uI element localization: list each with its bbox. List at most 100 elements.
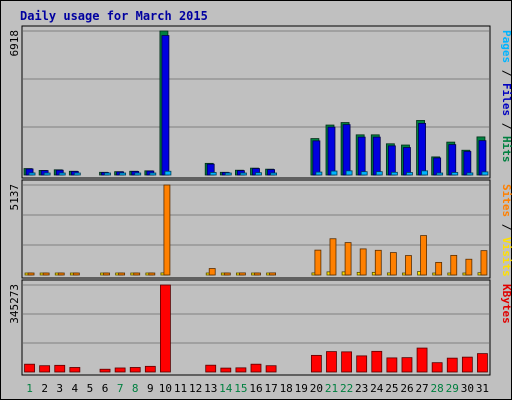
bar-sites-day-8 [133, 272, 141, 276]
panel-visits: 5137 Sites / Visits [8, 179, 512, 279]
bar-kbytes-day-9 [144, 365, 156, 373]
day-label: 11 [174, 382, 187, 395]
bar-sites-day-6 [103, 272, 110, 276]
panel-kbytes-max-label: 345273 [8, 284, 21, 324]
bar-kbytes-day-20 [310, 354, 322, 373]
panel-hits-bars [23, 30, 489, 176]
day-label: 4 [72, 382, 79, 395]
bar-sites-day-7 [118, 272, 126, 276]
panel-visits-frame [21, 179, 491, 279]
day-label: 6 [102, 382, 109, 395]
bar-sites-day-1 [27, 272, 35, 276]
bar-sites-day-30 [465, 258, 473, 276]
bar-pages-day-28 [436, 172, 444, 176]
bar-files-day-29 [448, 144, 457, 176]
bar-pages-day-10 [164, 170, 172, 176]
bar-kbytes-day-13 [205, 364, 217, 373]
bar-kbytes-day-17 [265, 365, 277, 373]
bar-pages-day-16 [255, 172, 262, 176]
legend-entry: Sites [500, 184, 512, 217]
bar-kbytes-day-10 [160, 284, 171, 373]
panel-visits-legend: Sites / Visits [500, 184, 512, 277]
bar-pages-day-4 [73, 172, 81, 176]
bar-files-day-24 [372, 136, 381, 176]
day-label: 27 [415, 382, 428, 395]
bar-kbytes-day-3 [54, 364, 66, 373]
day-axis: 1 2 3 4 5 6 7 8 9 10 11 12 13 14 15 16 17 18 19 20 21 22 23 24 2… [26, 382, 489, 395]
bar-pages-day-20 [315, 171, 323, 176]
bar-pages-day-29 [451, 172, 459, 176]
bar-kbytes-day-26 [401, 357, 413, 373]
bar-files-day-25 [387, 145, 396, 176]
day-label: 19 [295, 382, 308, 395]
panel-hits-legend: Pages / Files / Hits [500, 30, 512, 163]
panel-kbytes-bars [24, 284, 488, 373]
bar-sites-day-9 [148, 272, 156, 276]
legend-entry: Files [500, 83, 512, 116]
bar-kbytes-day-7 [114, 367, 126, 373]
legend-entry: KBytes [500, 284, 512, 324]
day-label: 10 [159, 382, 172, 395]
bar-pages-day-23 [360, 171, 368, 176]
bar-pages-day-13 [209, 172, 217, 176]
bar-kbytes-day-15 [235, 367, 247, 373]
bar-pages-day-1 [28, 172, 36, 176]
bar-sites-day-17 [269, 272, 276, 276]
bar-files-day-23 [357, 136, 366, 176]
bar-pages-day-8 [134, 172, 142, 176]
bar-files-day-28 [433, 157, 442, 176]
bar-sites-day-16 [254, 272, 261, 276]
day-label: 7 [117, 382, 124, 395]
day-label: 28 [431, 382, 444, 395]
day-label: 21 [325, 382, 338, 395]
legend-entry: Visits [500, 237, 512, 277]
bar-kbytes-day-24 [371, 350, 383, 373]
bar-files-day-10 [161, 35, 170, 176]
day-label: 29 [446, 382, 459, 395]
day-label: 16 [249, 382, 262, 395]
bar-kbytes-day-23 [356, 355, 368, 373]
bar-kbytes-day-14 [220, 367, 232, 373]
bar-pages-day-17 [270, 172, 277, 176]
bar-kbytes-day-21 [326, 351, 337, 373]
bar-files-day-21 [327, 126, 336, 176]
day-label: 18 [280, 382, 293, 395]
bar-kbytes-day-28 [431, 362, 443, 373]
bar-sites-day-24 [374, 249, 382, 276]
bar-files-day-26 [403, 147, 411, 176]
bar-files-day-30 [463, 151, 472, 176]
bar-files-day-31 [478, 140, 487, 176]
bar-sites-day-4 [72, 272, 80, 276]
bar-kbytes-day-31 [477, 353, 488, 373]
panel-visits-bars [24, 184, 488, 276]
panel-hits-frame [21, 25, 491, 179]
day-label: 5 [87, 382, 94, 395]
bar-pages-day-25 [390, 171, 398, 176]
bar-sites-day-22 [344, 242, 352, 276]
bar-pages-day-26 [406, 172, 413, 176]
bar-files-day-27 [418, 122, 426, 176]
bar-kbytes-day-4 [69, 367, 81, 373]
bar-sites-day-13 [208, 268, 216, 276]
day-label: 25 [385, 382, 398, 395]
day-label: 30 [461, 382, 474, 395]
chart-title: Daily usage for March 2015 [20, 9, 208, 23]
bar-kbytes-day-2 [39, 365, 51, 373]
legend-entry: Pages [500, 30, 512, 63]
bar-kbytes-day-1 [24, 363, 35, 373]
panel-hits: 6918 Pages / Files / Hits [8, 25, 512, 179]
day-label: 22 [340, 382, 353, 395]
bar-kbytes-day-25 [386, 357, 398, 373]
bar-pages-day-7 [119, 172, 127, 176]
bar-pages-day-14 [224, 172, 232, 176]
day-label: 13 [204, 382, 217, 395]
day-label: 26 [400, 382, 413, 395]
panel-visits-max-label: 5137 [8, 184, 21, 211]
bar-sites-day-28 [435, 261, 443, 276]
bar-sites-day-15 [239, 272, 246, 276]
bar-pages-day-22 [345, 170, 353, 176]
day-label: 23 [355, 382, 368, 395]
panel-kbytes-legend: KBytes [500, 284, 512, 324]
day-label: 3 [56, 382, 63, 395]
